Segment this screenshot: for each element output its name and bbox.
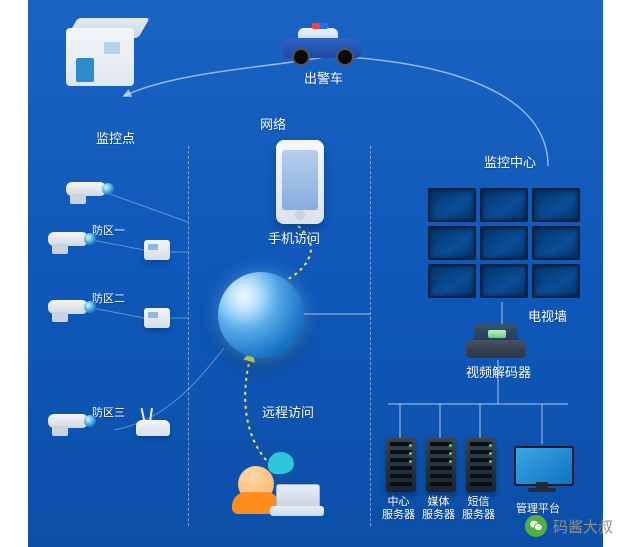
mgmt-monitor-icon <box>514 446 570 492</box>
zone3-camera-icon <box>48 408 106 438</box>
phone-label: 手机访问 <box>268 228 320 247</box>
watermark-text: 码酱大叔 <box>553 516 613 537</box>
watermark: 码酱大叔 <box>525 515 613 537</box>
server-center-label: 中心 服务器 <box>382 496 415 521</box>
building-label: 监控点 <box>96 128 135 147</box>
wechat-icon <box>525 515 547 537</box>
tv-wall-icon <box>428 188 580 298</box>
police-car-icon <box>282 26 362 66</box>
server-sms-label: 短信 服务器 <box>462 496 495 521</box>
camera-icon <box>66 176 124 206</box>
person-icon <box>238 466 274 502</box>
zone1-camera-icon <box>48 226 106 256</box>
zone1-box-icon <box>144 240 170 260</box>
zone3-router-icon <box>136 420 170 436</box>
remote-label: 远程访问 <box>262 402 314 421</box>
network-label: 网络 <box>260 114 286 133</box>
mgmt-label: 管理平台 <box>516 500 560 516</box>
globe-icon <box>218 272 304 358</box>
tv-wall-label: 电视墙 <box>528 306 567 325</box>
server-center-icon <box>386 438 416 492</box>
server-sms-icon <box>466 438 496 492</box>
diagram-stage: 监控点 出警车 网络 手机访问 监控中心 防区一 防区二 防区三 远程访问 电视… <box>28 0 603 547</box>
police-car-label: 出警车 <box>304 68 343 87</box>
zone2-box-icon <box>144 308 170 328</box>
server-media-icon <box>426 438 456 492</box>
column-divider-1 <box>188 146 189 526</box>
laptop-icon <box>270 484 324 516</box>
server-media-label: 媒体 服务器 <box>422 496 455 521</box>
building-icon <box>66 18 150 92</box>
decoder-icon <box>466 324 526 358</box>
zone2-camera-icon <box>48 294 106 324</box>
phone-icon <box>276 140 324 224</box>
chat-bubble-icon <box>268 452 294 474</box>
decoder-label: 视频解码器 <box>466 362 531 381</box>
column-divider-2 <box>370 146 371 526</box>
center-label: 监控中心 <box>484 152 536 171</box>
